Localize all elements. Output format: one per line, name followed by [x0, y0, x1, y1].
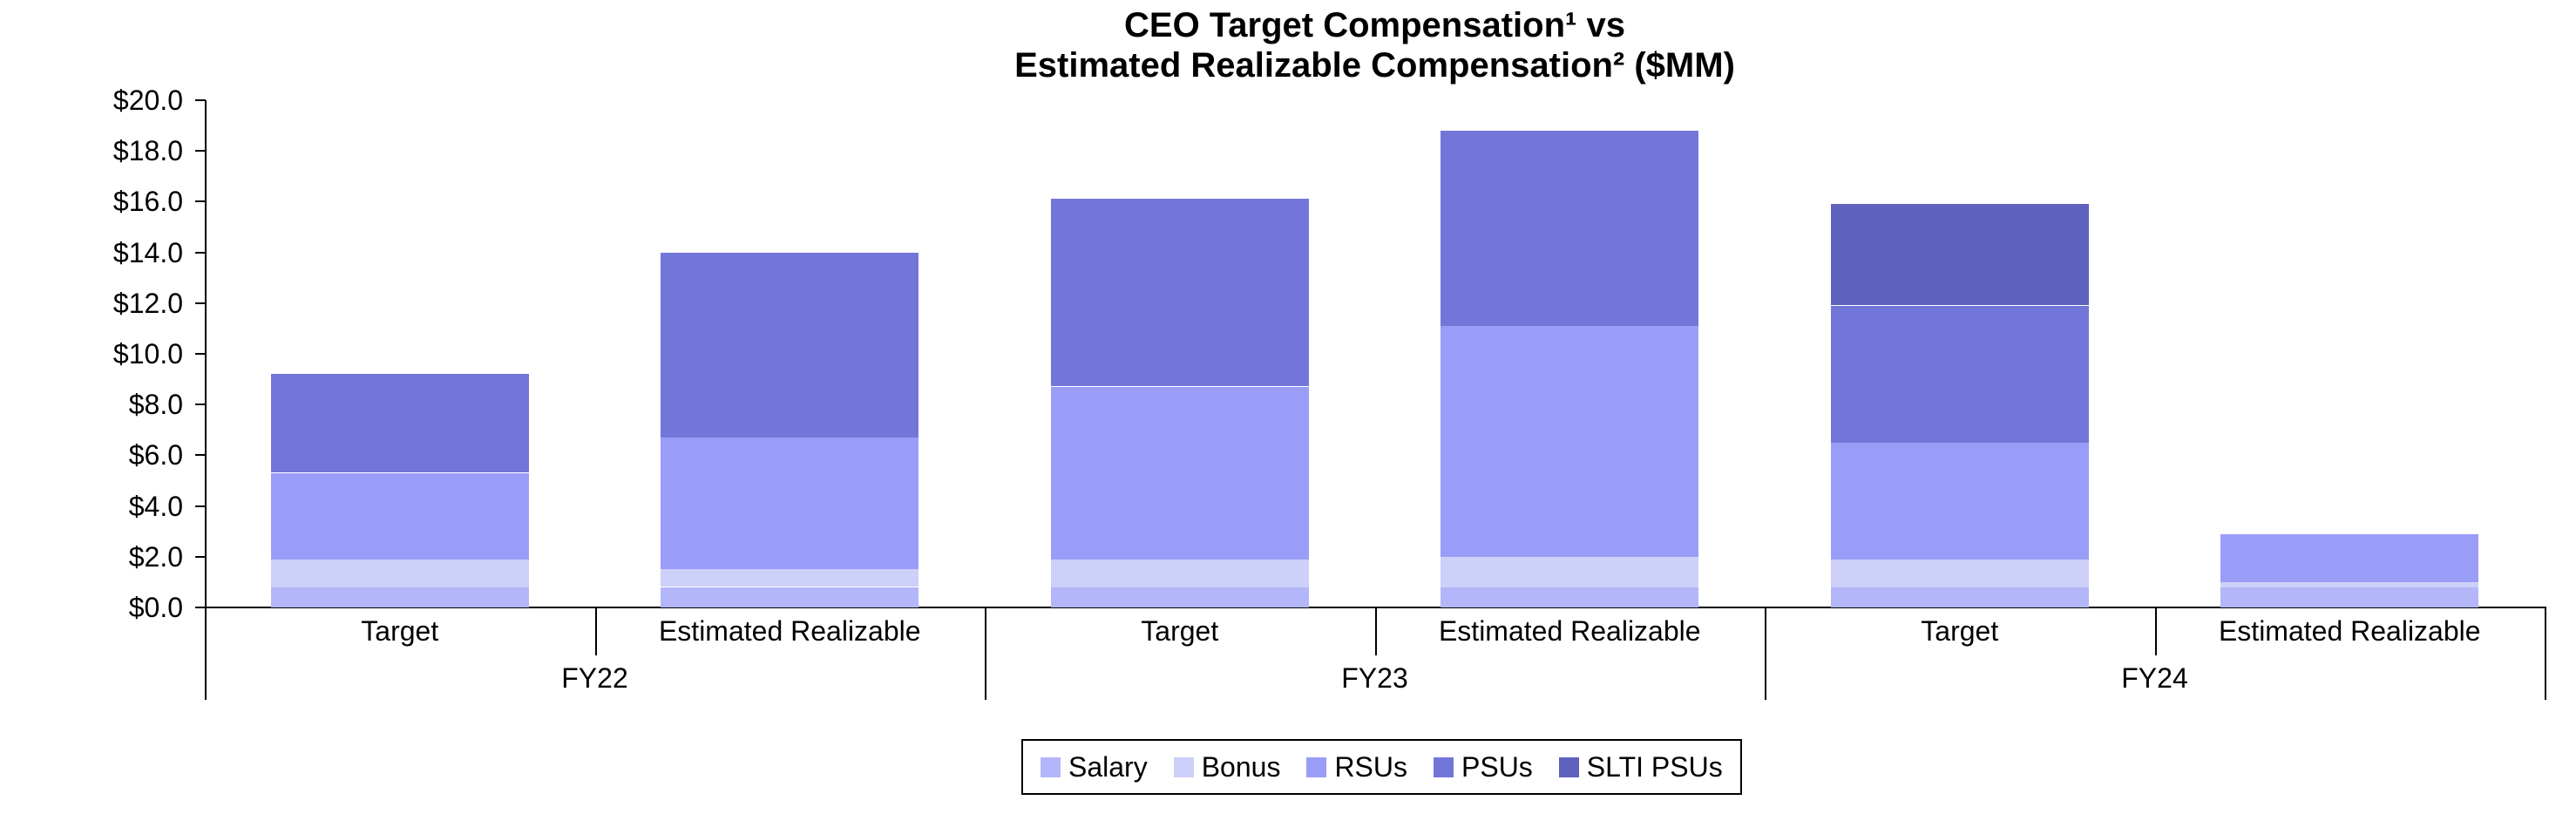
y-tick-label: $16.0 — [112, 186, 183, 218]
y-tick-label: $20.0 — [112, 85, 183, 116]
chart-title-line1: CEO Target Compensation¹ vs — [1124, 6, 1625, 44]
bar-segment-rsus — [271, 473, 529, 560]
category-label: Estimated Realizable — [1438, 615, 1701, 647]
category-label: Target — [1141, 615, 1219, 647]
bar-segment-psus — [1051, 199, 1309, 386]
y-tick-mark — [195, 454, 206, 457]
chart-title-line2: Estimated Realizable Compensation² ($MM) — [1014, 46, 1735, 85]
legend-item: SLTI PSUs — [1558, 751, 1723, 783]
y-tick-label: $8.0 — [128, 389, 183, 421]
y-tick-label: $10.0 — [112, 338, 183, 370]
bar-segment-salary — [1051, 587, 1309, 607]
chart-title: CEO Target Compensation¹ vs Estimated Re… — [205, 5, 2545, 85]
bar-segment-salary — [1831, 587, 2089, 607]
category-label: Target — [1921, 615, 1999, 647]
legend-label: Bonus — [1201, 751, 1281, 783]
y-tick-mark — [195, 505, 206, 507]
legend-swatch-slti-psus — [1558, 756, 1579, 777]
legend-label: SLTI PSUs — [1586, 751, 1723, 783]
category-divider — [2155, 607, 2157, 655]
legend-label: RSUs — [1334, 751, 1407, 783]
bar-segment-salary — [1441, 587, 1698, 607]
category-divider — [595, 607, 597, 655]
y-tick-mark — [195, 200, 206, 203]
bar-segment-psus — [1441, 131, 1698, 326]
y-tick-mark — [195, 555, 206, 558]
y-tick-mark — [195, 353, 206, 355]
group-label: FY24 — [2121, 662, 2188, 694]
y-tick-mark — [195, 251, 206, 254]
bar-segment-psus — [271, 374, 529, 472]
legend-swatch-bonus — [1173, 756, 1194, 777]
category-divider — [1375, 607, 1377, 655]
y-tick-label: $4.0 — [128, 490, 183, 522]
y-tick-label: $6.0 — [128, 439, 183, 471]
y-tick-mark — [195, 302, 206, 304]
category-label: Estimated Realizable — [2218, 615, 2481, 647]
bar-segment-salary — [661, 587, 919, 607]
category-label: Estimated Realizable — [658, 615, 921, 647]
bar-segment-psus — [661, 253, 919, 438]
y-tick-mark — [195, 150, 206, 153]
legend-label: PSUs — [1461, 751, 1533, 783]
group-divider — [985, 607, 986, 700]
legend: Salary Bonus RSUs PSUs SLTI PSUs — [1021, 739, 1742, 795]
bar-segment-bonus — [2220, 582, 2478, 587]
group-label: FY22 — [561, 662, 628, 694]
y-tick-label: $0.0 — [128, 592, 183, 623]
legend-item: Bonus — [1173, 751, 1281, 783]
bar-segment-rsus — [1441, 326, 1698, 557]
bar-segment-bonus — [661, 569, 919, 587]
legend-swatch-rsus — [1306, 756, 1327, 777]
bar-segment-rsus — [2220, 534, 2478, 582]
legend-item: Salary — [1041, 753, 1148, 781]
bar-segment-rsus — [1051, 387, 1309, 560]
bar-segment-bonus — [1441, 557, 1698, 587]
bar-segment-slti-psus — [1831, 204, 2089, 305]
y-tick-mark — [195, 404, 206, 406]
bar-segment-bonus — [271, 560, 529, 587]
bar-segment-rsus — [661, 438, 919, 569]
y-axis-line — [205, 100, 207, 700]
group-label: FY23 — [1341, 662, 1408, 694]
y-tick-label: $14.0 — [112, 236, 183, 268]
y-tick-mark — [195, 99, 206, 101]
bar-segment-rsus — [1831, 443, 2089, 560]
category-label: Target — [361, 615, 439, 647]
legend-item: RSUs — [1306, 753, 1407, 781]
y-tick-mark — [195, 607, 206, 608]
legend-swatch-psus — [1434, 756, 1454, 777]
group-divider — [2545, 607, 2546, 700]
y-tick-label: $12.0 — [112, 287, 183, 319]
bar-segment-psus — [1831, 306, 2089, 443]
legend-swatch-salary — [1041, 756, 1061, 777]
y-tick-label: $18.0 — [112, 135, 183, 167]
legend-label: Salary — [1068, 751, 1148, 783]
y-tick-label: $2.0 — [128, 540, 183, 573]
bar-segment-salary — [271, 587, 529, 607]
group-divider — [1765, 607, 1766, 700]
bar-segment-bonus — [1051, 560, 1309, 587]
legend-item: PSUs — [1434, 753, 1533, 781]
bar-segment-salary — [2220, 587, 2478, 607]
bar-segment-bonus — [1831, 560, 2089, 587]
